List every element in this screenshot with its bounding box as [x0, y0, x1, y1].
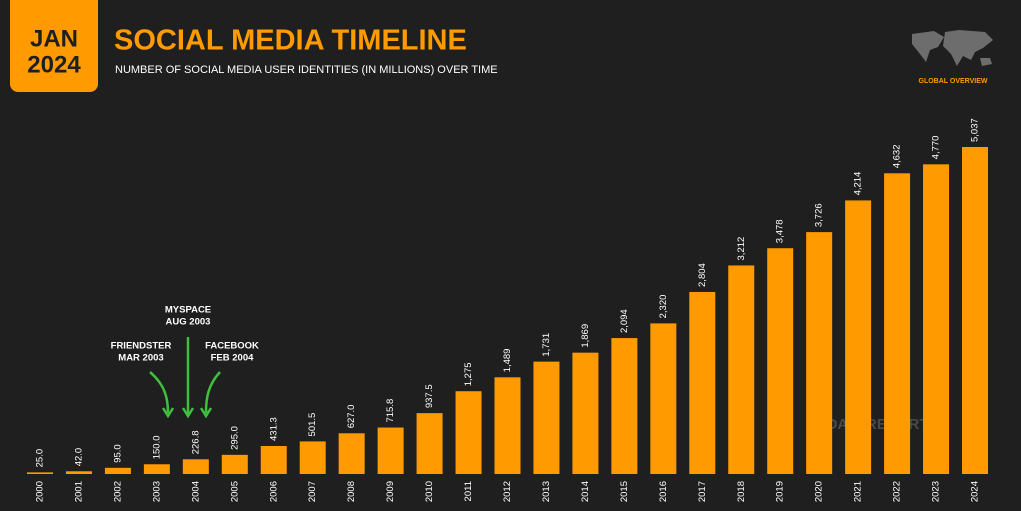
bar	[260, 446, 287, 474]
bar	[299, 441, 326, 474]
value-label: 42.0	[73, 448, 84, 467]
value-label: 3,726	[814, 203, 825, 227]
value-label: 4,632	[892, 145, 903, 169]
date-badge	[10, 0, 98, 92]
value-label: 3,478	[775, 219, 786, 243]
x-tick-label: 2008	[346, 481, 357, 502]
value-label: 4,214	[853, 172, 864, 196]
bar	[494, 377, 521, 474]
x-tick-label: 2022	[892, 481, 903, 502]
value-label: 5,037	[970, 118, 981, 142]
x-tick-label: 2004	[190, 481, 201, 502]
bar	[65, 471, 92, 474]
bar	[27, 472, 53, 474]
annotation: FACEBOOK	[205, 341, 259, 352]
annotation: FEB 2004	[211, 353, 254, 364]
bar	[884, 173, 911, 475]
annotation-arrows	[149, 337, 221, 419]
x-tick-label: 2002	[112, 481, 123, 502]
bar	[338, 433, 365, 474]
bar	[143, 464, 170, 474]
x-tick-label: 2011	[463, 481, 474, 501]
bar	[572, 352, 599, 474]
bar	[650, 323, 677, 474]
annotation: FRIENDSTER	[111, 341, 172, 352]
value-label: 150.0	[151, 435, 162, 459]
value-label: 2,094	[619, 309, 630, 333]
bar	[845, 200, 872, 474]
badge-month: JAN	[30, 25, 78, 52]
bar	[767, 248, 794, 474]
bar	[455, 391, 482, 474]
x-tick-label: 2000	[35, 481, 46, 502]
bar	[962, 147, 988, 474]
x-tick-label: 2014	[580, 481, 591, 502]
x-tick-label: 2021	[853, 481, 864, 502]
value-label: 1,869	[580, 324, 591, 348]
value-label: 2,320	[658, 295, 669, 319]
value-label: 226.8	[190, 430, 201, 454]
x-tick-label: 2005	[229, 481, 240, 502]
bar	[611, 338, 638, 474]
x-tick-label: 2010	[424, 481, 435, 502]
chart-title: SOCIAL MEDIA TIMELINE	[114, 25, 467, 57]
value-label: 501.5	[307, 413, 318, 437]
x-tick-label: 2023	[931, 481, 942, 502]
badge-year: 2024	[27, 51, 81, 78]
x-tick-label: 2013	[541, 481, 552, 502]
x-tick-label: 2017	[697, 481, 708, 502]
bar	[923, 164, 950, 474]
value-label: 25.0	[35, 449, 46, 468]
chart-subtitle: NUMBER OF SOCIAL MEDIA USER IDENTITIES (…	[115, 64, 498, 76]
x-tick-label: 2007	[307, 481, 318, 502]
annotation: AUG 2003	[166, 317, 211, 328]
x-tick-label: 2012	[502, 481, 513, 502]
value-label: 937.5	[424, 384, 435, 408]
value-label: 3,212	[736, 237, 747, 261]
annotation: MAR 2003	[118, 353, 163, 364]
x-tick-label: 2015	[619, 481, 630, 502]
x-tick-label: 2009	[385, 481, 396, 502]
x-tick-label: 2001	[73, 481, 84, 502]
value-label: 1,731	[541, 333, 552, 357]
value-label: 95.0	[112, 444, 123, 463]
x-tick-label: 2018	[736, 481, 747, 502]
value-label: 1,275	[463, 362, 474, 386]
value-label: 1,489	[502, 349, 513, 373]
value-label: 627.0	[346, 405, 357, 429]
bar	[221, 454, 248, 474]
x-tick-label: 2016	[658, 481, 669, 502]
x-tick-label: 2024	[970, 481, 981, 502]
value-label: 295.0	[229, 426, 240, 450]
x-tick-label: 2020	[814, 481, 825, 502]
value-label: 715.8	[385, 399, 396, 423]
value-label: 431.3	[268, 417, 279, 441]
bar	[806, 232, 833, 474]
bar	[689, 291, 716, 474]
x-tick-label: 2006	[268, 481, 279, 502]
value-label: 2,804	[697, 263, 708, 287]
value-label: 4,770	[931, 136, 942, 160]
bar	[377, 427, 404, 474]
bar	[416, 413, 443, 474]
bar	[104, 467, 131, 474]
x-tick-label: 2003	[151, 481, 162, 502]
bar	[533, 361, 560, 474]
bar	[728, 265, 755, 474]
annotation: MYSPACE	[165, 305, 211, 316]
bar	[182, 459, 209, 474]
world-map-icon	[912, 30, 993, 66]
section-label: GLOBAL OVERVIEW	[919, 78, 988, 85]
x-tick-label: 2019	[775, 481, 786, 502]
